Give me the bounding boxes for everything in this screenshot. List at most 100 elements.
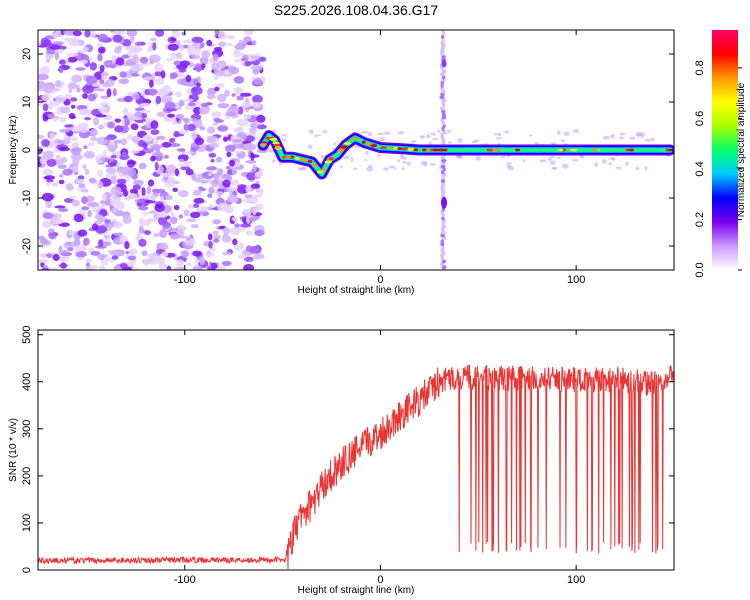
noise-blob bbox=[57, 164, 67, 169]
noise-blob bbox=[54, 205, 66, 209]
noise-blob bbox=[111, 255, 119, 260]
band-halo-blob bbox=[446, 129, 452, 133]
noise-blob bbox=[161, 172, 174, 177]
noise-blob bbox=[158, 261, 167, 270]
noise-blob bbox=[91, 223, 99, 231]
noise-blob bbox=[129, 188, 139, 195]
band-halo-blob bbox=[615, 166, 622, 170]
x-tick-label: 0 bbox=[377, 574, 383, 586]
noise-blob bbox=[141, 196, 154, 200]
noise-blob bbox=[256, 114, 266, 123]
band-halo-blob bbox=[431, 137, 439, 141]
noise-blob bbox=[115, 197, 121, 207]
noise-blob bbox=[112, 88, 117, 97]
signal-hotspot bbox=[592, 148, 599, 152]
band-halo-blob bbox=[506, 162, 512, 165]
band-halo-blob bbox=[579, 154, 585, 159]
band-halo-blob bbox=[550, 155, 555, 158]
snr-panel: -100 0 100 0 100 200 300 400 500 Height of strai… bbox=[8, 326, 675, 596]
vertical-artifact-mark bbox=[440, 52, 444, 56]
noise-blob bbox=[60, 157, 68, 164]
vertical-artifact-mark bbox=[440, 187, 445, 192]
noise-blob bbox=[58, 147, 71, 152]
noise-blob bbox=[115, 139, 122, 144]
band-halo-blob bbox=[397, 131, 405, 135]
noise-blob bbox=[178, 99, 185, 107]
signal-hotspot bbox=[324, 160, 333, 164]
noise-blob bbox=[218, 41, 226, 48]
noise-blob bbox=[59, 174, 64, 178]
band-halo-blob bbox=[332, 142, 337, 146]
noise-blob bbox=[86, 109, 91, 117]
signal-hotspot bbox=[432, 148, 440, 152]
band-halo-blob bbox=[321, 155, 325, 159]
noise-blob bbox=[215, 83, 225, 88]
colorbar-tick-label: 0.4 bbox=[694, 161, 706, 176]
noise-blob bbox=[232, 238, 238, 246]
noise-blob bbox=[138, 225, 144, 234]
noise-blob bbox=[208, 152, 217, 158]
noise-blob bbox=[244, 142, 257, 152]
noise-blob bbox=[220, 67, 226, 71]
band-halo-blob bbox=[428, 141, 432, 145]
noise-blob bbox=[101, 74, 108, 81]
noise-blob bbox=[159, 229, 167, 238]
noise-blob bbox=[90, 250, 101, 256]
signal-hotspot bbox=[328, 157, 334, 161]
band-halo-blob bbox=[548, 157, 552, 162]
band-halo-blob bbox=[429, 163, 437, 166]
noise-blob bbox=[64, 94, 73, 99]
noise-blob bbox=[126, 112, 134, 118]
noise-blob bbox=[84, 30, 91, 38]
band-halo-blob bbox=[550, 142, 557, 145]
band-halo-blob bbox=[504, 130, 510, 134]
noise-blob bbox=[97, 46, 106, 54]
noise-blob bbox=[141, 187, 146, 196]
noise-blob bbox=[233, 76, 245, 84]
noise-blob bbox=[42, 168, 54, 176]
noise-blob bbox=[236, 118, 249, 127]
noise-blob bbox=[194, 47, 201, 55]
noise-blob bbox=[46, 253, 53, 258]
band-halo-blob bbox=[365, 150, 369, 155]
noise-blob bbox=[88, 30, 97, 38]
noise-blob bbox=[82, 93, 88, 99]
noise-blob bbox=[111, 55, 116, 64]
chart-title: S225.2026.108.04.36.G17 bbox=[274, 2, 438, 18]
noise-blob bbox=[122, 151, 127, 157]
noise-blob bbox=[208, 172, 213, 177]
noise-blob bbox=[196, 143, 207, 153]
noise-blob bbox=[136, 232, 142, 241]
noise-blob bbox=[97, 181, 104, 189]
noise-blob bbox=[139, 102, 151, 107]
noise-blob bbox=[171, 116, 177, 126]
signal-hotspot bbox=[316, 170, 324, 174]
noise-blob bbox=[63, 134, 68, 141]
noise-blob bbox=[183, 98, 194, 102]
noise-blob bbox=[103, 121, 108, 127]
band-halo-blob bbox=[601, 159, 607, 164]
noise-blob bbox=[63, 267, 73, 270]
noise-blob bbox=[141, 250, 148, 257]
signal-hotspot bbox=[295, 157, 300, 160]
noise-blob bbox=[104, 137, 111, 141]
colorbar-tick-label: 0.8 bbox=[694, 60, 706, 75]
noise-blob bbox=[169, 137, 176, 144]
noise-blob bbox=[225, 112, 236, 117]
noise-blob bbox=[45, 53, 54, 59]
noise-blob bbox=[95, 114, 107, 118]
noise-blob bbox=[100, 156, 109, 162]
noise-blob bbox=[54, 51, 60, 61]
noise-blob bbox=[205, 252, 215, 257]
noise-blob bbox=[140, 113, 148, 119]
noise-blob bbox=[222, 173, 231, 180]
noise-blob bbox=[253, 78, 263, 86]
noise-blob bbox=[49, 132, 56, 141]
noise-blob bbox=[139, 56, 149, 64]
band-halo-blob bbox=[339, 165, 343, 169]
noise-blob bbox=[140, 87, 147, 97]
noise-blob bbox=[221, 235, 232, 243]
noise-blob bbox=[217, 168, 224, 175]
signal-hotspot bbox=[259, 143, 268, 147]
noise-blob bbox=[155, 95, 162, 105]
